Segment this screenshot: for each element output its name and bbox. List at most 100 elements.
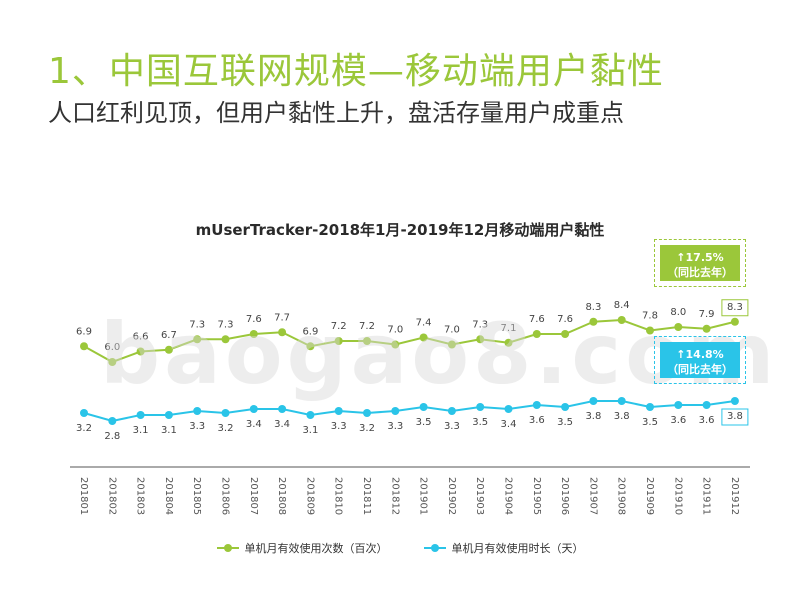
data-label: 7.6: [557, 314, 573, 325]
series-line-0: [83, 318, 736, 364]
data-point: [504, 405, 513, 413]
data-point: [306, 411, 315, 419]
callout-times-value: ↑17.5%: [676, 251, 724, 264]
x-tick-label: 201804: [163, 477, 174, 515]
data-label: 7.0: [387, 325, 403, 336]
callout-duration-growth: ↑14.8% （同比去年）: [660, 342, 740, 378]
x-tick-label: 201910: [672, 477, 683, 515]
data-label: 3.3: [444, 421, 460, 432]
data-point: [278, 405, 287, 413]
data-label: 7.6: [529, 314, 545, 325]
data-point: [363, 337, 371, 345]
x-tick-label: 201909: [644, 477, 655, 515]
data-point: [249, 405, 258, 413]
callout-duration-note: （同比去年）: [667, 363, 733, 376]
x-tick-label: 201911: [701, 477, 712, 515]
data-label: 7.2: [359, 321, 375, 332]
data-point: [646, 403, 654, 411]
x-tick-label: 201806: [220, 477, 231, 515]
data-point: [532, 330, 541, 338]
callout-times-growth: ↑17.5% （同比去年）: [660, 245, 740, 281]
data-label: 7.3: [472, 319, 488, 330]
data-point: [419, 333, 428, 342]
data-label: 8.0: [670, 307, 686, 318]
data-label: 3.5: [642, 417, 658, 428]
data-label: 3.2: [76, 423, 92, 434]
x-tick-label: 201912: [729, 477, 740, 515]
data-label: 3.3: [331, 421, 347, 432]
x-tick-label: 201908: [616, 477, 627, 515]
data-point: [249, 330, 258, 338]
data-point: [136, 411, 145, 419]
legend-item-duration: 单机月有效使用时长（天）: [423, 540, 584, 556]
data-point: [221, 335, 230, 344]
x-tick-label: 201811: [361, 477, 372, 515]
data-point: [561, 330, 570, 338]
data-point: [334, 407, 343, 415]
data-point: [504, 338, 513, 347]
data-point: [617, 316, 626, 324]
data-label: 8.3: [585, 302, 601, 313]
data-point: [391, 407, 400, 415]
data-label: 6.0: [104, 342, 120, 353]
data-label: 3.6: [699, 415, 715, 426]
data-label: 8.3: [727, 302, 743, 313]
x-tick-label: 201906: [559, 477, 570, 515]
data-point: [730, 317, 739, 326]
data-label: 3.3: [387, 421, 403, 432]
data-label: 3.5: [557, 417, 573, 428]
data-label: 3.5: [416, 417, 432, 428]
data-point: [702, 401, 711, 409]
data-point: [306, 342, 315, 351]
data-label: 3.5: [472, 417, 488, 428]
data-point: [193, 407, 202, 415]
data-label: 3.8: [727, 411, 743, 422]
data-point: [391, 340, 400, 349]
data-point: [80, 342, 88, 351]
chart-title: mUserTracker-2018年1月-2019年12月移动端用户黏性: [195, 221, 605, 239]
data-label: 6.7: [161, 330, 177, 341]
callout-times-note: （同比去年）: [667, 266, 733, 279]
x-tick-label: 201802: [106, 477, 117, 515]
x-tick-label: 201905: [531, 477, 542, 515]
last-value-box: [721, 299, 749, 317]
slide-subtitle: 人口红利见顶，但用户黏性上升，盘活存量用户成重点: [48, 99, 624, 127]
data-label: 7.0: [444, 325, 460, 336]
data-label: 7.3: [218, 319, 234, 330]
callout-frame-times: [654, 239, 746, 287]
data-point: [447, 340, 456, 349]
x-tick-label: 201809: [304, 477, 315, 515]
data-point: [164, 345, 173, 354]
data-point: [447, 407, 456, 415]
x-tick-label: 201812: [389, 477, 400, 515]
x-tick-label: 201902: [446, 477, 457, 515]
data-label: 7.3: [189, 319, 205, 330]
data-label: 3.8: [614, 411, 630, 422]
legend-swatch-duration: [423, 543, 446, 553]
data-label: 7.1: [501, 323, 517, 334]
data-point: [589, 317, 598, 326]
data-point: [476, 335, 485, 344]
legend-item-times: 单机月有效使用次数（百次）: [216, 540, 388, 556]
data-label: 7.7: [274, 312, 290, 323]
callout-duration-value: ↑14.8%: [676, 348, 724, 361]
data-label: 6.9: [76, 326, 92, 337]
data-label: 3.2: [218, 423, 234, 434]
x-tick-label: 201904: [503, 477, 514, 515]
data-point: [532, 401, 541, 409]
data-label: 3.3: [189, 421, 205, 432]
data-point: [646, 326, 654, 335]
data-point: [476, 403, 485, 411]
data-point: [589, 397, 598, 405]
chart-legend: 单机月有效使用次数（百次） 单机月有效使用时长（天）: [0, 540, 800, 556]
legend-label-duration: 单机月有效使用时长（天）: [451, 542, 584, 555]
data-label: 6.9: [302, 326, 318, 337]
callout-frame-duration: [654, 336, 746, 384]
x-tick-label: 201807: [248, 477, 259, 515]
data-point: [674, 401, 683, 409]
data-label: 7.6: [246, 314, 262, 325]
data-point: [80, 409, 88, 417]
data-label: 7.2: [331, 321, 347, 332]
data-label: 3.1: [302, 425, 318, 436]
